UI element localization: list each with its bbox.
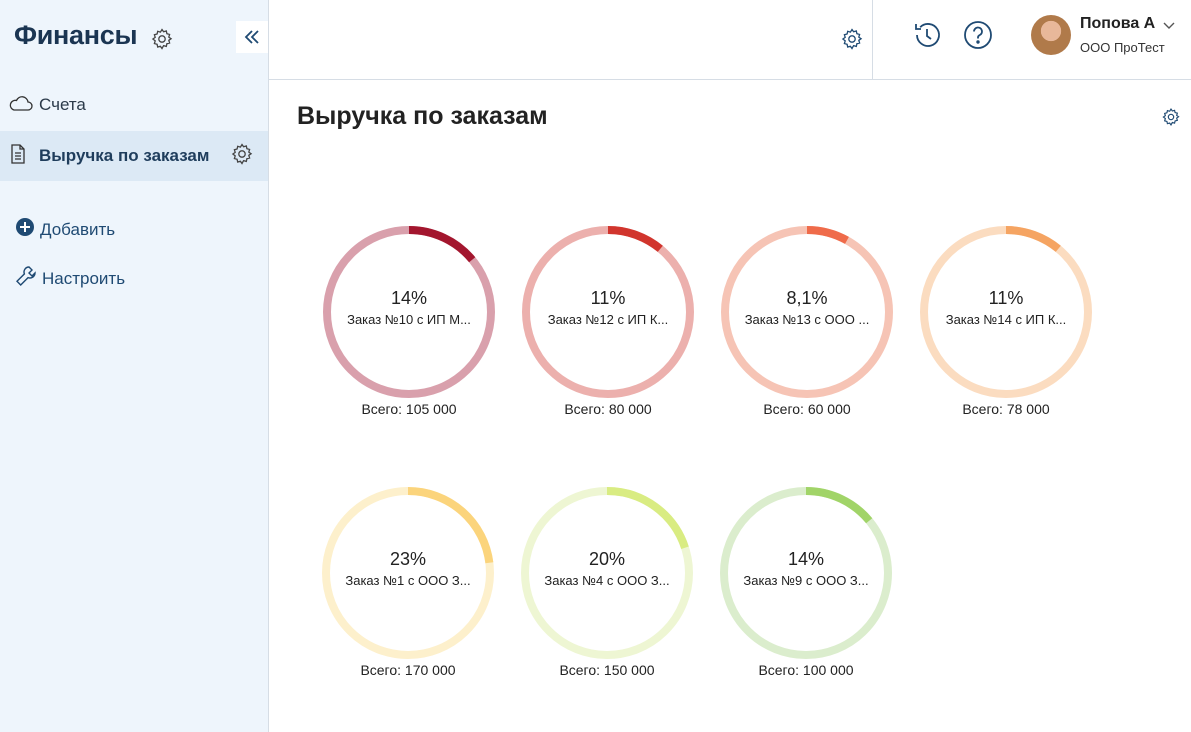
kpi-widget[interactable]: 20% Заказ №4 с ООО З... Всего: 150 000 <box>517 485 697 685</box>
configure-button[interactable]: Настроить <box>14 264 125 293</box>
progress-ring <box>521 487 693 659</box>
kpi-widget[interactable]: 14% Заказ №10 с ИП М... Всего: 105 000 <box>319 224 499 424</box>
collapse-sidebar-button[interactable] <box>236 21 268 53</box>
widget-percent: 14% <box>787 549 825 569</box>
ring-progress-arc <box>323 226 495 398</box>
gear-icon[interactable] <box>230 142 254 171</box>
chevron-down-icon[interactable] <box>1162 18 1176 36</box>
gear-icon[interactable] <box>150 27 173 50</box>
widget-title: Заказ №4 с ООО З... <box>544 573 670 588</box>
widget-title: Заказ №13 с ООО ... <box>744 312 870 327</box>
widget-title: Заказ №10 с ИП М... <box>347 312 471 327</box>
configure-label: Настроить <box>42 268 126 288</box>
progress-ring <box>322 487 494 659</box>
ring-progress-arc <box>720 487 892 659</box>
widget-total: Всего: 100 000 <box>758 662 854 678</box>
widget-total: Всего: 80 000 <box>564 401 652 417</box>
widget-percent: 11% <box>590 288 626 308</box>
user-company: ООО ПроТест <box>1080 40 1165 55</box>
history-icon[interactable] <box>911 19 943 56</box>
widget-percent: 8,1% <box>786 288 828 308</box>
progress-ring <box>323 226 495 398</box>
widget-title: Заказ №12 с ИП К... <box>547 312 669 327</box>
progress-ring <box>522 226 694 398</box>
kpi-widget[interactable]: 14% Заказ №9 с ООО З... Всего: 100 000 <box>716 485 896 685</box>
ring-progress-arc <box>521 487 693 659</box>
divider <box>872 0 873 79</box>
sidebar-item-accounts[interactable]: Счета <box>0 80 268 130</box>
kpi-widget[interactable]: 11% Заказ №12 с ИП К... Всего: 80 000 <box>518 224 698 424</box>
widget-title: Заказ №9 с ООО З... <box>743 573 869 588</box>
double-chevron-left-icon <box>244 30 259 44</box>
widget-total: Всего: 150 000 <box>559 662 655 678</box>
help-icon[interactable] <box>962 19 994 56</box>
widget-percent: 14% <box>390 288 428 308</box>
wrench-icon <box>14 264 38 293</box>
widget-title: Заказ №1 с ООО З... <box>345 573 471 588</box>
gear-icon[interactable] <box>840 27 864 56</box>
sidebar-item-label: Выручка по заказам <box>39 146 210 165</box>
top-bar: Попова А ООО ПроТест <box>269 0 1191 80</box>
widget-total: Всего: 170 000 <box>360 662 456 678</box>
progress-ring <box>920 226 1092 398</box>
page-title: Выручка по заказам <box>297 102 548 130</box>
widget-percent: 20% <box>588 549 626 569</box>
add-label: Добавить <box>40 219 116 239</box>
ring-progress-arc <box>920 226 1092 398</box>
ring-progress-arc <box>322 487 494 659</box>
sidebar-item-revenue[interactable]: Выручка по заказам <box>0 131 268 181</box>
sidebar-item-label: Счета <box>39 95 86 114</box>
add-button[interactable]: Добавить <box>14 216 115 243</box>
widget-percent: 11% <box>988 288 1024 308</box>
progress-ring <box>720 487 892 659</box>
widget-total: Всего: 60 000 <box>763 401 851 417</box>
widget-total: Всего: 78 000 <box>962 401 1050 417</box>
ring-progress-arc <box>721 226 893 398</box>
gear-icon[interactable] <box>1161 107 1181 132</box>
app-title: Финансы <box>14 20 138 50</box>
progress-ring <box>721 226 893 398</box>
avatar[interactable] <box>1031 15 1071 55</box>
widget-title: Заказ №14 с ИП К... <box>945 312 1067 327</box>
kpi-widget[interactable]: 23% Заказ №1 с ООО З... Всего: 170 000 <box>318 485 498 685</box>
user-name[interactable]: Попова А <box>1080 15 1156 32</box>
kpi-widget[interactable]: 11% Заказ №14 с ИП К... Всего: 78 000 <box>916 224 1096 424</box>
widget-percent: 23% <box>389 549 427 569</box>
ring-progress-arc <box>522 226 694 398</box>
kpi-widget[interactable]: 8,1% Заказ №13 с ООО ... Всего: 60 000 <box>717 224 897 424</box>
document-icon <box>10 143 26 169</box>
plus-circle-icon <box>14 216 36 243</box>
widget-total: Всего: 105 000 <box>361 401 457 417</box>
sidebar: Финансы Счета Выручка по заказам Добавит… <box>0 0 269 732</box>
cloud-icon <box>8 93 34 118</box>
